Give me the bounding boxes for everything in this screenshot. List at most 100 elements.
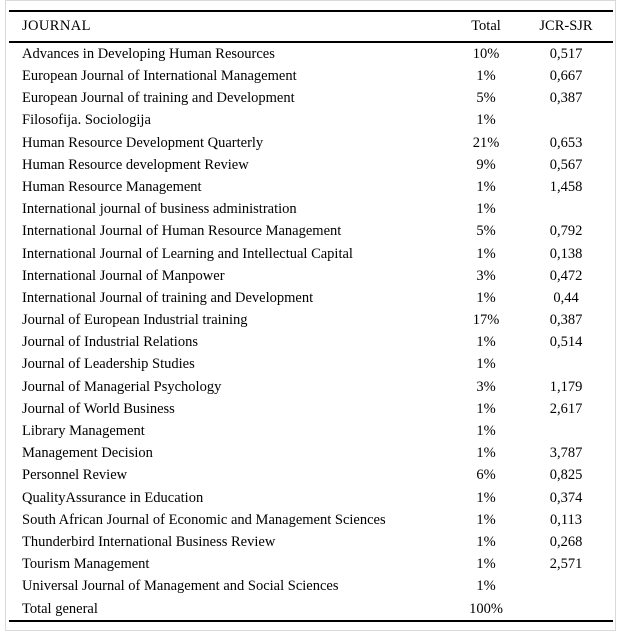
table-row: QualityAssurance in Education 1% 0,374	[9, 487, 613, 509]
journal-cell: Human Resource Development Quarterly	[22, 134, 264, 151]
jcr-sjr-cell	[531, 420, 613, 442]
total-cell: 1%	[476, 334, 496, 351]
journal-cell: International journal of business admini…	[22, 201, 297, 218]
journal-cell: Universal Journal of Management and Soci…	[22, 578, 339, 595]
total-cell: 10%	[472, 45, 500, 62]
table-row: International Journal of Manpower 3% 0,472	[9, 265, 613, 287]
table-row: International Journal of Learning and In…	[9, 243, 613, 265]
journal-cell: Human Resource Management	[22, 178, 202, 195]
table-row: Journal of European Industrial training 1…	[9, 309, 613, 331]
total-cell: 100%	[469, 600, 503, 617]
journal-cell: European Journal of training and Develop…	[22, 90, 295, 107]
journal-cell: Journal of World Business	[22, 400, 175, 417]
journal-cell: Filosofija. Sociologija	[22, 112, 151, 129]
jcr-sjr-cell	[531, 198, 613, 220]
jcr-sjr-cell: 0,667	[549, 68, 583, 85]
journal-cell: South African Journal of Economic and Ma…	[22, 511, 386, 528]
total-cell: 1%	[476, 356, 496, 373]
table-row: Library Management 1%	[9, 420, 613, 442]
jcr-sjr-cell: 0,567	[549, 156, 583, 173]
total-cell: 6%	[476, 467, 496, 484]
total-cell: 5%	[476, 223, 496, 240]
journal-cell: Journal of European Industrial training	[22, 312, 248, 329]
jcr-sjr-cell: 2,617	[549, 400, 583, 417]
table-row: International journal of business admini…	[9, 198, 613, 220]
total-cell: 1%	[476, 556, 496, 573]
table-row: Universal Journal of Management and Soci…	[9, 576, 613, 598]
table-row: Human Resource Management 1% 1,458	[9, 176, 613, 198]
header-row: JOURNAL Total JCR-SJR	[9, 11, 613, 43]
table-row: Personnel Review 6% 0,825	[9, 465, 613, 487]
table-row: Thunderbird International Business Revie…	[9, 531, 613, 553]
table-row: Tourism Management 1% 2,571	[9, 553, 613, 575]
jcr-sjr-cell: 0,472	[549, 267, 583, 284]
column-header-journal: JOURNAL	[9, 11, 441, 43]
table-row: International Journal of Human Resource …	[9, 221, 613, 243]
total-cell: 9%	[476, 156, 496, 173]
journal-cell: International Journal of Learning and In…	[22, 245, 353, 262]
jcr-sjr-cell: 0,517	[549, 45, 583, 62]
column-header-jcr-sjr: JCR-SJR	[531, 11, 613, 43]
total-cell: 1%	[476, 578, 496, 595]
table-row: Human Resource development Review 9% 0,567	[9, 154, 613, 176]
total-cell: 1%	[476, 423, 496, 440]
journal-cell: Personnel Review	[22, 467, 128, 484]
jcr-sjr-cell: 0,44	[553, 289, 579, 306]
total-cell: 1%	[476, 400, 496, 417]
table-row: Journal of Industrial Relations 1% 0,514	[9, 331, 613, 353]
journal-cell: Thunderbird International Business Revie…	[22, 533, 276, 550]
journal-cell: International Journal of Human Resource …	[22, 223, 342, 240]
jcr-sjr-cell	[531, 598, 613, 621]
total-cell: 1%	[476, 245, 496, 262]
total-cell: 1%	[476, 68, 496, 85]
journal-cell: QualityAssurance in Education	[22, 489, 204, 506]
table-row: Journal of World Business 1% 2,617	[9, 398, 613, 420]
journal-cell: Total general	[22, 600, 98, 617]
total-cell: 1%	[476, 178, 496, 195]
table-row: Management Decision 1% 3,787	[9, 442, 613, 464]
journal-cell: Library Management	[22, 423, 145, 440]
journal-cell: Journal of Industrial Relations	[22, 334, 198, 351]
table-row: Journal of Managerial Psychology 3% 1,179	[9, 376, 613, 398]
total-cell: 17%	[472, 312, 500, 329]
table-row: Human Resource Development Quarterly 21% 0…	[9, 132, 613, 154]
jcr-sjr-cell: 0,374	[549, 489, 583, 506]
journal-cell: Management Decision	[22, 445, 153, 462]
total-cell: 1%	[476, 511, 496, 528]
jcr-sjr-cell: 1,179	[549, 378, 583, 395]
total-cell: 21%	[472, 134, 500, 151]
table-row: Filosofija. Sociologija 1%	[9, 110, 613, 132]
journal-cell: Human Resource development Review	[22, 156, 249, 173]
jcr-sjr-cell	[531, 576, 613, 598]
total-cell: 1%	[476, 489, 496, 506]
journal-cell: International Journal of training and De…	[22, 289, 314, 306]
journal-cell: International Journal of Manpower	[22, 267, 225, 284]
jcr-sjr-cell	[531, 354, 613, 376]
jcr-sjr-cell: 0,113	[549, 511, 583, 528]
table-row: European Journal of training and Develop…	[9, 87, 613, 109]
jcr-sjr-cell: 0,825	[549, 467, 583, 484]
jcr-sjr-cell: 3,787	[549, 445, 583, 462]
journal-table: JOURNAL Total JCR-SJR Advances in Develo…	[9, 10, 613, 622]
total-cell: 1%	[476, 112, 496, 129]
image-frame	[5, 0, 616, 631]
total-cell: 1%	[476, 201, 496, 218]
jcr-sjr-cell: 0,387	[549, 312, 583, 329]
jcr-sjr-cell: 0,268	[549, 533, 583, 550]
table-header: JOURNAL Total JCR-SJR	[9, 11, 613, 43]
jcr-sjr-cell: 0,387	[549, 90, 583, 107]
jcr-sjr-cell: 0,138	[549, 245, 583, 262]
jcr-sjr-cell: 0,653	[549, 134, 583, 151]
total-cell: 1%	[476, 289, 496, 306]
total-cell: 1%	[476, 533, 496, 550]
total-cell: 5%	[476, 90, 496, 107]
journal-cell: European Journal of International Manage…	[22, 68, 297, 85]
jcr-sjr-cell: 2,571	[549, 556, 583, 573]
jcr-sjr-cell: 1,458	[549, 178, 583, 195]
table-row: Total general 100%	[9, 598, 613, 621]
journal-cell: Journal of Leadership Studies	[22, 356, 195, 373]
jcr-sjr-cell	[531, 110, 613, 132]
journal-cell: Tourism Management	[22, 556, 150, 573]
table-row: European Journal of International Manage…	[9, 65, 613, 87]
table-row: International Journal of training and De…	[9, 287, 613, 309]
